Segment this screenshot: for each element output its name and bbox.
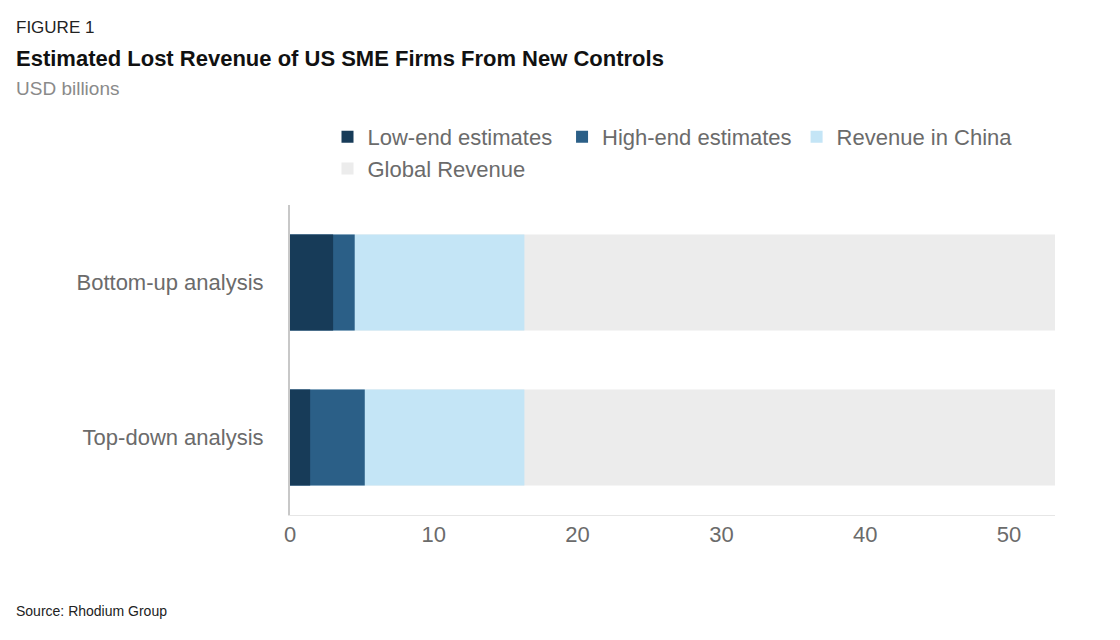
svg-text:40: 40	[853, 522, 877, 547]
svg-text:Estimated Lost Revenue of US S: Estimated Lost Revenue of US SME Firms F…	[16, 46, 664, 71]
svg-text:20: 20	[565, 522, 589, 547]
svg-text:Low-end estimates: Low-end estimates	[368, 125, 553, 150]
svg-text:30: 30	[709, 522, 733, 547]
svg-text:High-end estimates: High-end estimates	[602, 125, 792, 150]
svg-text:Bottom-up analysis: Bottom-up analysis	[77, 270, 264, 295]
svg-text:FIGURE 1: FIGURE 1	[16, 18, 94, 37]
svg-text:10: 10	[422, 522, 446, 547]
svg-text:Global Revenue: Global Revenue	[368, 157, 526, 182]
svg-text:Source: Rhodium Group: Source: Rhodium Group	[16, 603, 167, 619]
svg-text:Top-down analysis: Top-down analysis	[83, 425, 264, 450]
svg-text:Revenue in China: Revenue in China	[837, 125, 1013, 150]
svg-text:50: 50	[997, 522, 1021, 547]
svg-text:0: 0	[284, 522, 296, 547]
svg-text:USD billions: USD billions	[16, 78, 119, 99]
